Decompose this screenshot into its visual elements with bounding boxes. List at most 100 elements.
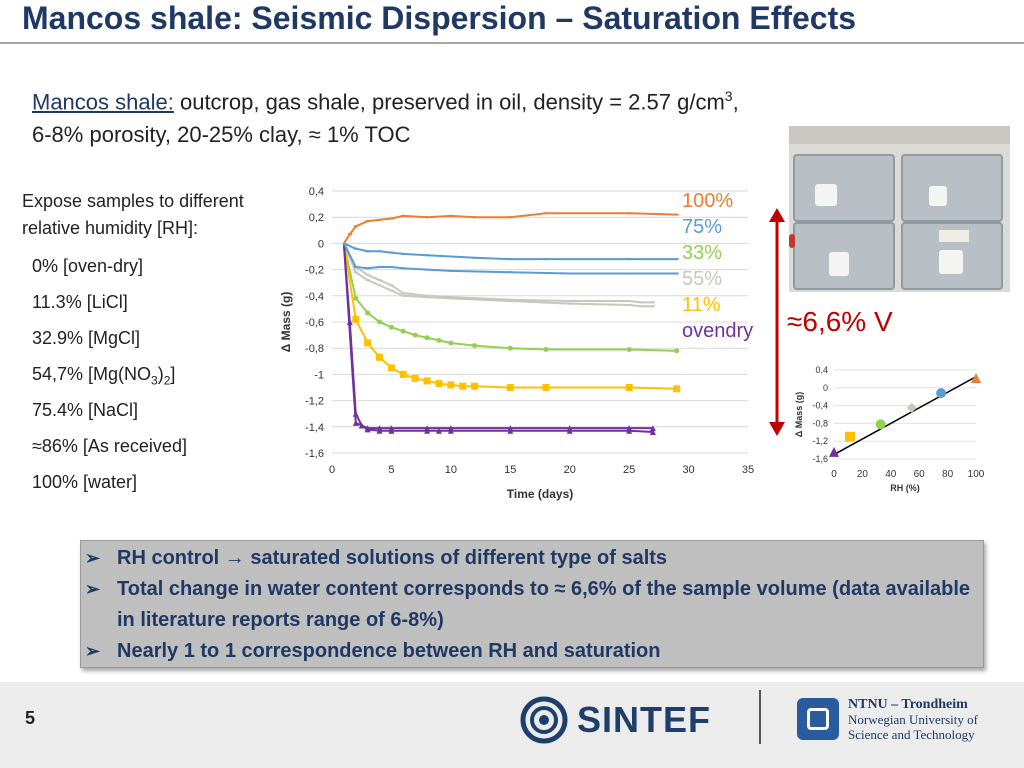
x-tick-label: 15	[504, 464, 516, 476]
mass-vs-time-chart: 0,4 0,2 0 -0,2 -0,4 -0,6 -0,8 -1 -1,2 -1,4 -1,6 0 5 1…	[279, 186, 754, 501]
x-tick-label: 5	[388, 464, 394, 476]
legend-entry: 100%	[682, 190, 733, 212]
rh-item-mgno3-prefix: 54,7% [Mg(NO	[32, 364, 152, 384]
sample-cup	[815, 184, 837, 206]
rh-item-water: 100% [water]	[32, 472, 138, 492]
y-axis-label: Δ Mass (g)	[794, 392, 804, 437]
data-point	[472, 343, 478, 349]
y-tick-label: 0,4	[309, 186, 324, 198]
ntnu-logo-icon	[797, 698, 839, 740]
intro-text: Mancos shale: outcrop, gas shale, preser…	[32, 80, 739, 151]
scatter-point	[906, 402, 917, 413]
title-divider	[0, 42, 1024, 44]
ntnu-line-3: Science and Technology	[848, 727, 975, 742]
footer-divider	[759, 690, 761, 744]
x-tick-label: 0	[329, 464, 335, 476]
rh-item-mgcl: 32.9% [MgCl]	[32, 328, 141, 348]
y-tick-label: -1,2	[812, 436, 828, 446]
data-point	[412, 332, 418, 338]
x-tick-label: 35	[742, 464, 754, 476]
data-point	[376, 425, 383, 432]
y-tick-label: 0,2	[309, 212, 324, 224]
data-point	[387, 364, 395, 372]
intro-line-1-end: ,	[732, 89, 739, 115]
scatter-point	[845, 431, 856, 442]
x-tick-label: 30	[682, 464, 694, 476]
x-tick-label: 100	[968, 469, 985, 480]
data-point	[543, 347, 549, 353]
data-point	[400, 328, 406, 334]
rh-item-mgno3-end: ]	[170, 364, 176, 384]
x-tick-label: 60	[914, 469, 926, 480]
intro-label: Mancos shale:	[32, 89, 174, 115]
data-point	[471, 382, 479, 390]
data-point	[626, 347, 632, 353]
data-point	[388, 425, 395, 432]
y-tick-label: -1,6	[305, 448, 324, 460]
data-point	[365, 310, 371, 316]
x-tick-label: 25	[623, 464, 635, 476]
intro-line-1-text: outcrop, gas shale, preserved in oil, de…	[173, 89, 725, 115]
y-tick-label: -0,8	[812, 418, 828, 428]
legend-entry: ovendry	[682, 320, 753, 342]
rh-item-as-received: ≈86% [As received]	[32, 436, 187, 456]
data-point	[625, 384, 633, 391]
data-point	[542, 384, 550, 391]
y-tick-label: -0,6	[305, 317, 324, 329]
series-line	[342, 243, 677, 390]
rh-item-mgno3-sub1: 3	[151, 373, 158, 388]
data-point	[399, 370, 407, 378]
data-point	[674, 348, 680, 354]
y-tick-label: -1,6	[812, 454, 828, 464]
summary-item: ➢ Nearly 1 to 1 correspondence between RH…	[85, 636, 973, 667]
ntnu-wordmark: NTNU – Trondheim Norwegian University of…	[848, 697, 978, 742]
x-tick-label: 80	[942, 469, 954, 480]
data-point	[424, 425, 431, 432]
y-tick-label: -1	[314, 369, 324, 381]
legend-entry: 33%	[682, 242, 722, 264]
y-tick-label: -0,2	[305, 265, 324, 277]
photo-shelf	[789, 126, 1010, 144]
y-tick-label: -1,4	[305, 422, 324, 434]
data-point	[364, 425, 371, 432]
data-point	[447, 381, 455, 389]
rh-item-mgno3-mid: )	[157, 364, 164, 384]
legend-entry: 75%	[682, 216, 722, 238]
arrow-bullet-icon: ➢	[85, 641, 101, 661]
data-point	[424, 335, 430, 341]
chamber-box	[793, 154, 895, 222]
data-point	[376, 353, 384, 361]
volume-change-label: ≈6,6% V	[787, 306, 893, 337]
rh-list: Expose samples to different relative hum…	[22, 188, 282, 500]
scatter-point	[829, 446, 839, 457]
scatter-point	[936, 388, 947, 399]
page-number: 5	[25, 708, 36, 728]
arrow-bullet-icon: ➢	[85, 548, 101, 568]
summary-item: ➢ RH control → saturated solutions of dif…	[85, 543, 973, 574]
sample-cup	[939, 250, 963, 274]
x-tick-label: 0	[831, 469, 837, 480]
x-tick-label: 20	[564, 464, 576, 476]
data-point	[649, 425, 656, 432]
y-tick-label: -0,4	[305, 291, 324, 303]
data-point	[423, 377, 431, 385]
sintef-wordmark: SINTEF	[577, 699, 712, 740]
rh-item-mgno3-sub2: 2	[163, 373, 171, 388]
y-tick-label: 0	[823, 383, 828, 393]
legend-entry: 11%	[682, 294, 721, 316]
rh-item-licl: 11.3% [LiCl]	[32, 292, 128, 312]
y-tick-label: -1,2	[305, 396, 324, 408]
x-tick-label: 10	[445, 464, 457, 476]
intro-superscript: 3	[724, 88, 733, 104]
arrow-bullet-icon: ➢	[85, 579, 101, 599]
data-point	[448, 340, 454, 346]
data-point	[507, 345, 513, 351]
sample-cup	[829, 252, 849, 276]
ntnu-line-1: NTNU – Trondheim	[848, 697, 968, 712]
intro-line-2: 6-8% porosity, 20-25% clay, ≈ 1% TOC	[32, 122, 411, 148]
y-tick-label: -0,8	[305, 343, 324, 355]
sample-cup	[929, 186, 947, 206]
x-tick-label: 20	[857, 469, 869, 480]
y-tick-label: -0,4	[812, 401, 828, 411]
data-point	[435, 427, 442, 434]
